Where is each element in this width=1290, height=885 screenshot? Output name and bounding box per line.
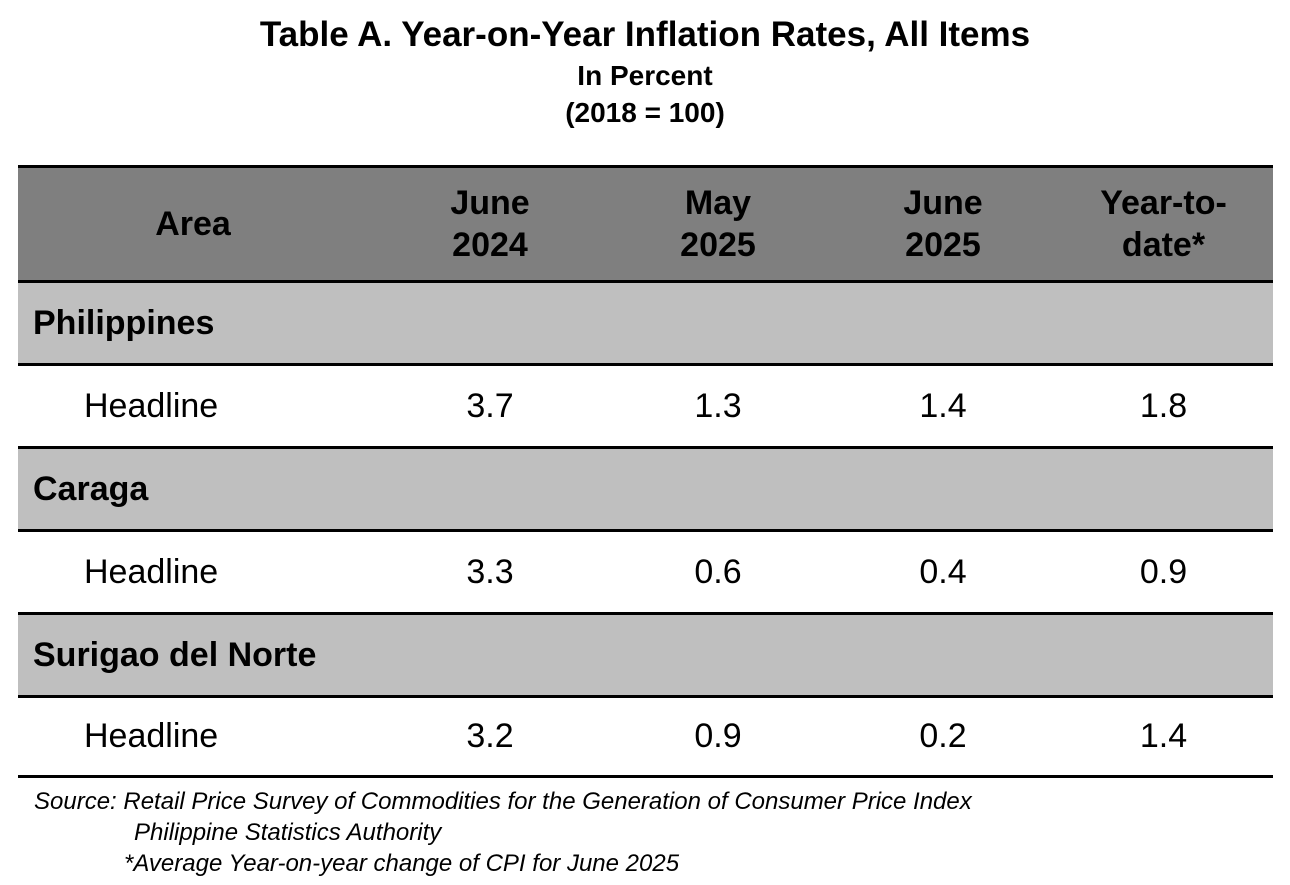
header-area: Area bbox=[155, 205, 231, 243]
area-name: Caraga bbox=[33, 469, 149, 508]
value-june-2024: 3.3 bbox=[466, 552, 514, 591]
table-unit: In Percent bbox=[577, 60, 713, 91]
value-year-to-date: 1.4 bbox=[1139, 717, 1188, 755]
agency-note: Philippine Statistics Authority bbox=[134, 819, 442, 846]
area-name: Surigao del Norte bbox=[33, 635, 317, 674]
table-base-year: (2018 = 100) bbox=[565, 97, 725, 128]
source-note: Source: Retail Price Survey of Commoditi… bbox=[34, 788, 972, 815]
header-year-to-date: Year-to- date* bbox=[1100, 184, 1227, 264]
row-label: Headline bbox=[84, 386, 219, 425]
value-june-2025: 1.4 bbox=[919, 386, 967, 425]
value-june-2025: 0.4 bbox=[919, 552, 967, 591]
row-label: Headline bbox=[84, 717, 219, 755]
table-row-caraga-headline: Headline 3.3 0.6 0.4 0.9 bbox=[18, 529, 1273, 612]
value-june-2024: 3.2 bbox=[466, 717, 514, 755]
table-row-surigao-del-norte-headline: Headline 3.2 0.9 0.2 1.4 bbox=[18, 695, 1273, 778]
area-row-caraga: Caraga bbox=[18, 446, 1273, 529]
table-header-row: Area June 2024 May 2025 June 2025 Year-t… bbox=[18, 165, 1273, 280]
footnote: *Average Year-on-year change of CPI for … bbox=[124, 850, 680, 877]
value-may-2025: 0.9 bbox=[694, 717, 742, 755]
table-notes: Source: Retail Price Survey of Commoditi… bbox=[34, 786, 972, 879]
value-june-2025: 0.2 bbox=[919, 717, 967, 755]
area-row-philippines: Philippines bbox=[18, 280, 1273, 363]
table-row-philippines-headline: Headline 3.7 1.3 1.4 1.8 bbox=[18, 363, 1273, 446]
row-label: Headline bbox=[84, 552, 219, 591]
header-may-2025: May 2025 bbox=[680, 184, 756, 264]
header-june-2025: June 2025 bbox=[903, 184, 983, 264]
area-name: Philippines bbox=[33, 303, 215, 342]
table-title: Table A. Year-on-Year Inflation Rates, A… bbox=[259, 15, 1031, 54]
value-june-2024: 3.7 bbox=[466, 386, 514, 425]
value-year-to-date: 0.9 bbox=[1139, 552, 1188, 591]
value-may-2025: 0.6 bbox=[694, 552, 742, 591]
value-may-2025: 1.3 bbox=[694, 386, 742, 425]
inflation-table: Area June 2024 May 2025 June 2025 Year-t… bbox=[18, 165, 1273, 778]
header-june-2024: June 2024 bbox=[450, 184, 530, 264]
value-year-to-date: 1.8 bbox=[1139, 386, 1188, 425]
area-row-surigao-del-norte: Surigao del Norte bbox=[18, 612, 1273, 695]
